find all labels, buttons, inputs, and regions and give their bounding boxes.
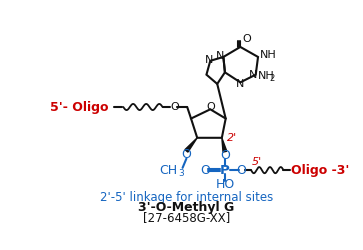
Text: 3: 3 (178, 169, 184, 178)
Text: [27-6458G-XX]: [27-6458G-XX] (143, 210, 230, 224)
Text: 2: 2 (270, 74, 275, 83)
Text: N: N (216, 51, 224, 61)
Text: Oligo -3': Oligo -3' (291, 164, 350, 177)
Text: 5'- Oligo: 5'- Oligo (50, 100, 109, 114)
Text: HO: HO (215, 178, 234, 190)
Text: P: P (220, 164, 230, 177)
Polygon shape (222, 138, 227, 152)
Text: NH: NH (260, 50, 277, 60)
Text: N: N (236, 79, 245, 89)
Text: N: N (248, 70, 257, 80)
Text: O: O (182, 148, 191, 161)
Text: 5': 5' (252, 157, 262, 167)
Text: CH: CH (159, 164, 177, 177)
Polygon shape (185, 138, 197, 152)
Text: 2': 2' (227, 133, 237, 143)
Text: O: O (201, 164, 211, 177)
Text: N: N (205, 55, 213, 65)
Text: O: O (242, 34, 252, 44)
Text: O: O (171, 102, 179, 112)
Text: O: O (206, 102, 215, 112)
Text: O: O (236, 164, 246, 177)
Text: O: O (220, 149, 230, 162)
Text: NH: NH (258, 71, 275, 81)
Text: 3'-O-Methyl G: 3'-O-Methyl G (138, 201, 234, 214)
Text: 2'-5' linkage for internal sites: 2'-5' linkage for internal sites (100, 191, 273, 204)
